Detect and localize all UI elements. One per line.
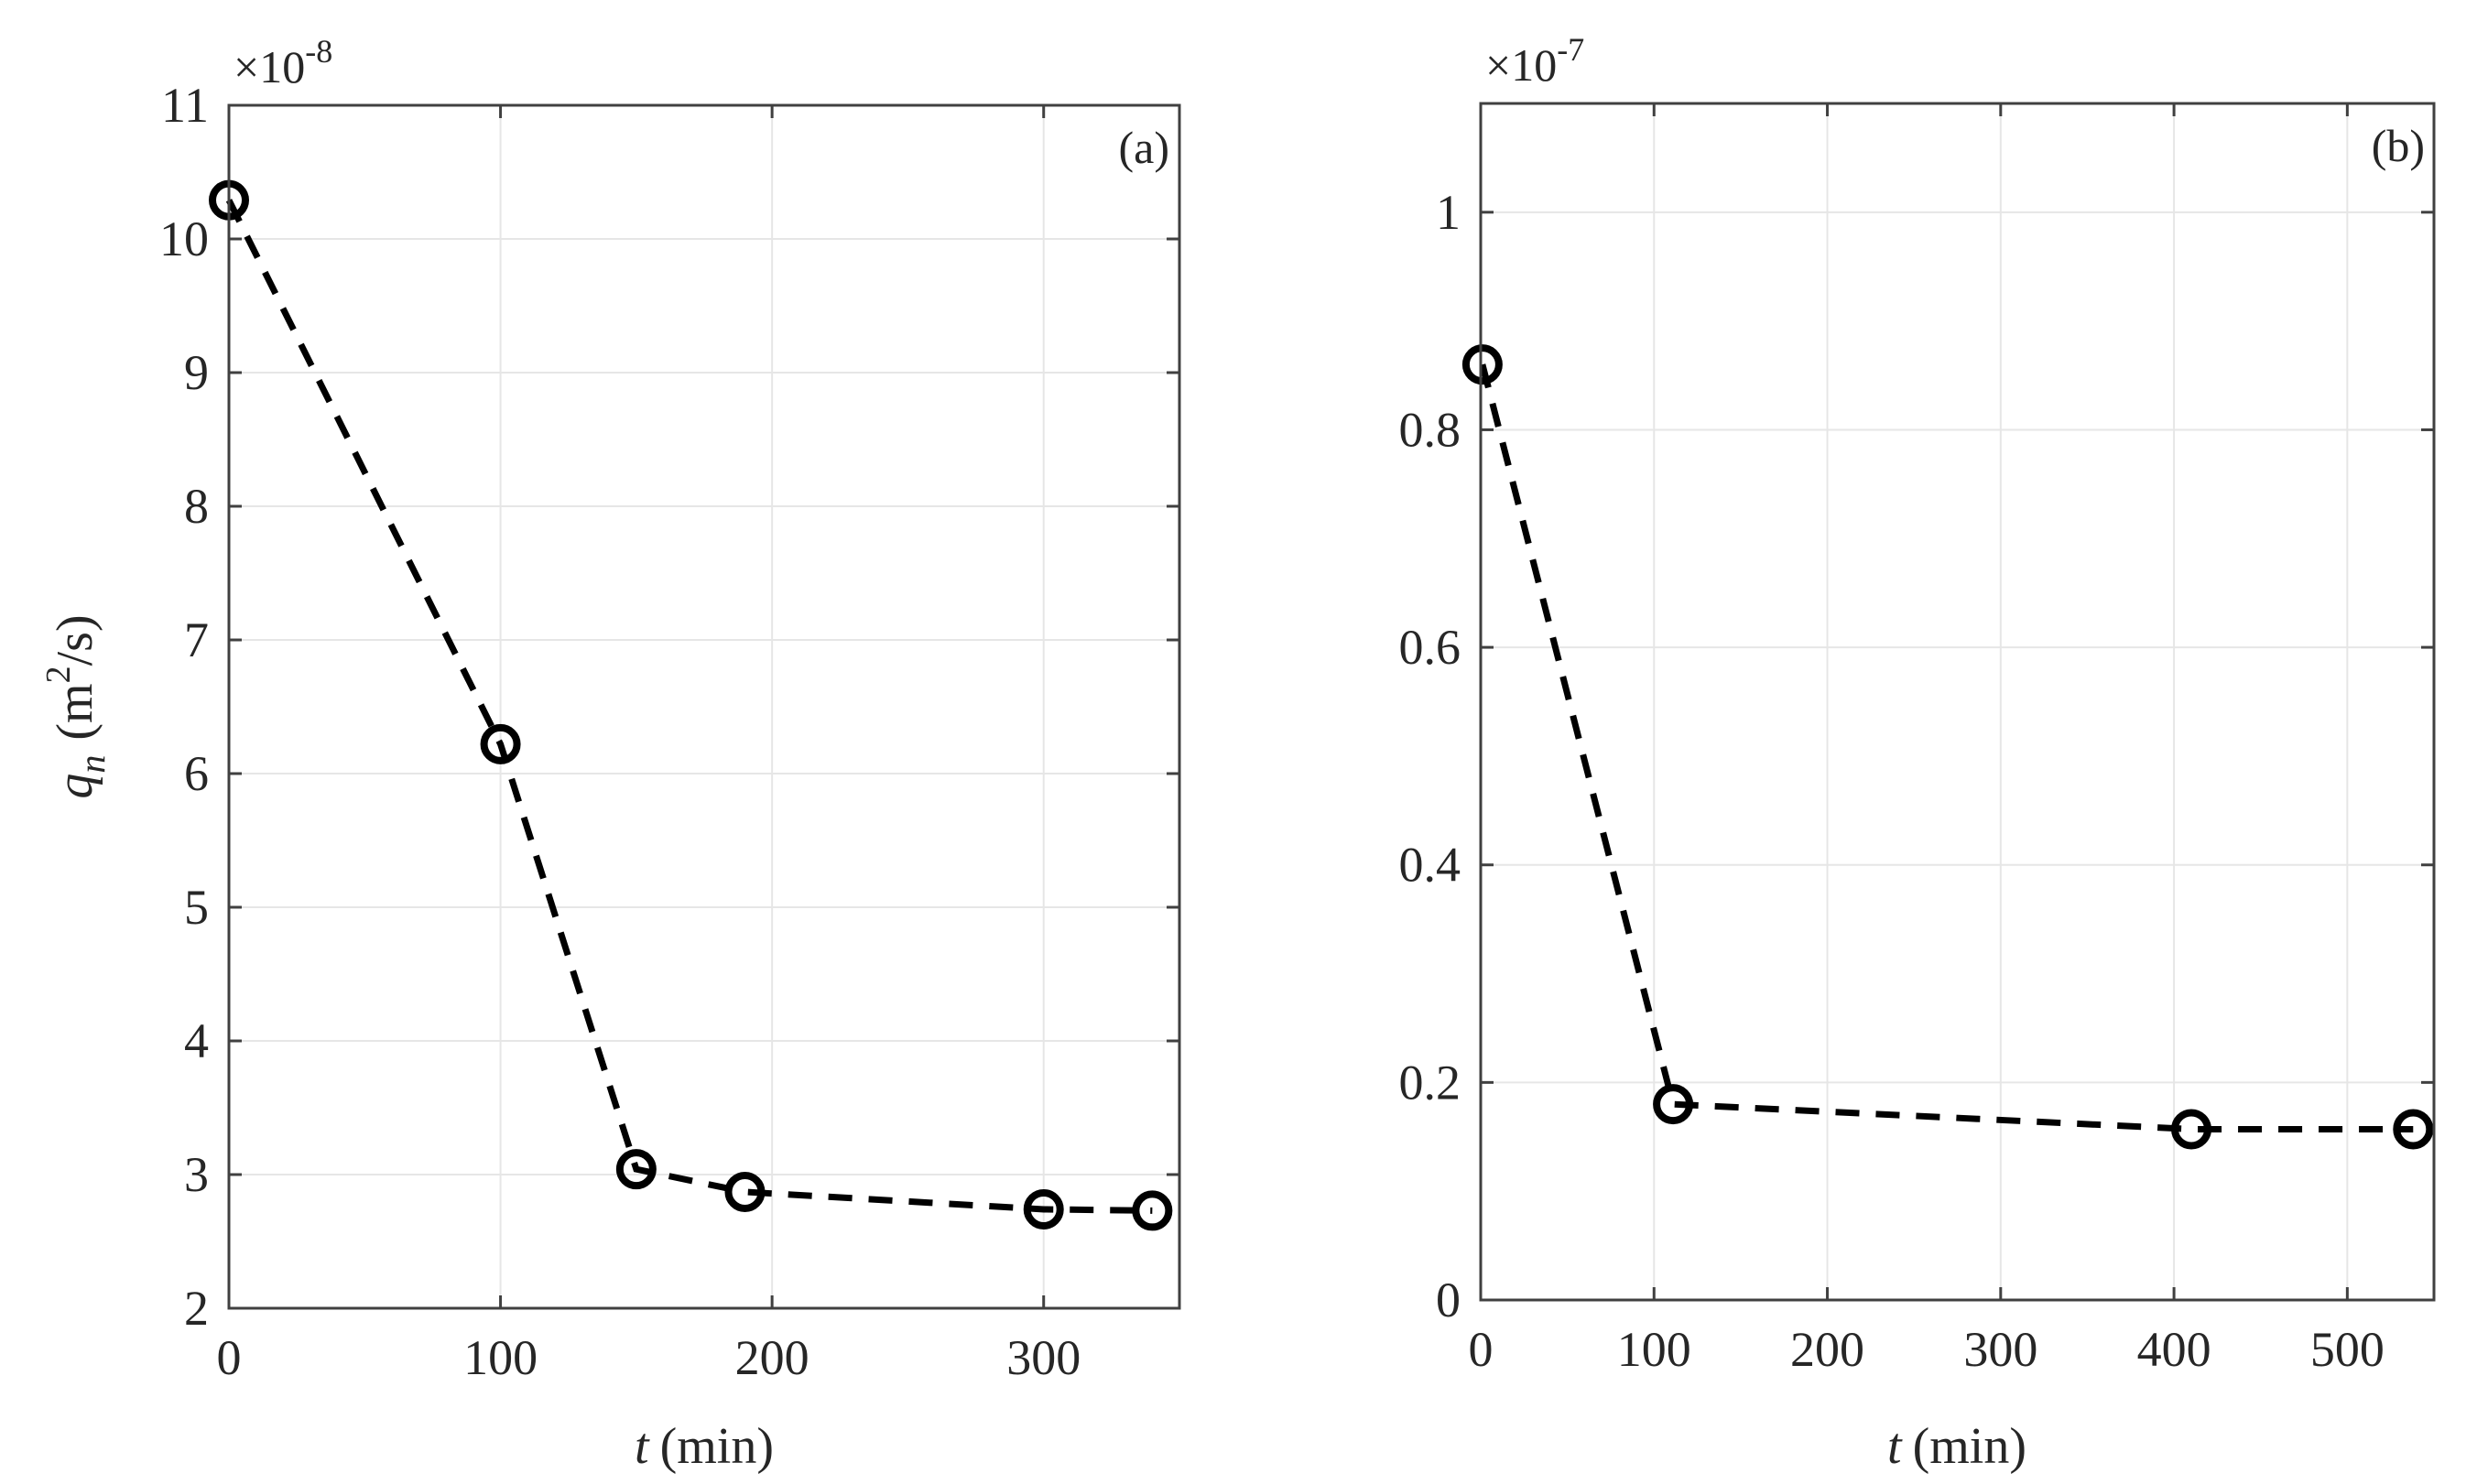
x-tick-label: 300 [1006, 1330, 1081, 1385]
x-tick-label: 0 [1469, 1322, 1494, 1377]
panel-b-xlabel: t (min) [1887, 1418, 2026, 1475]
x-tick-label: 100 [1617, 1322, 1691, 1377]
x-tick-label: 200 [1790, 1322, 1864, 1377]
data-point-marker [2393, 1109, 2434, 1150]
data-point-marker [480, 723, 521, 764]
panel-b-exponent-label: ×10-7 [1485, 31, 1584, 91]
y-tick-label: 10 [159, 211, 209, 266]
panel-a-grid [228, 104, 1179, 1309]
y-tick-label: 11 [161, 78, 209, 133]
panel-a-ylabel: qn(m2/s) [39, 614, 113, 798]
data-point-marker [615, 1149, 657, 1190]
y-tick-label: 8 [184, 479, 209, 534]
axes-box [1479, 102, 2436, 1302]
data-point-marker [1023, 1188, 1064, 1229]
panel-b-label: (b) [2372, 120, 2425, 171]
data-point-marker [2171, 1109, 2212, 1150]
series-line [1479, 363, 2414, 1132]
series-line [225, 199, 1153, 1214]
y-tick-label: 0.4 [1399, 838, 1461, 893]
axes-box [227, 103, 1181, 1310]
panel-b-axes [1479, 102, 2436, 1302]
x-tick-label: 0 [217, 1330, 242, 1385]
data-point-marker [1461, 344, 1503, 385]
y-tick-label: 0 [1436, 1273, 1461, 1327]
data-point-marker [724, 1171, 766, 1212]
panel-a-tick-labels: 0 100 200 300 2 3 4 5 6 7 8 9 10 11 [159, 78, 1081, 1385]
y-tick-label: 4 [184, 1013, 209, 1068]
y-tick-label: 6 [184, 746, 209, 801]
y-tick-label: 9 [184, 345, 209, 400]
y-tick-label: 7 [184, 612, 209, 667]
y-tick-label: 0.2 [1399, 1055, 1461, 1110]
panel-b: 0 100 200 300 400 500 0 0.2 0.4 0.6 0.8 1 ×10-7 (b)… [1399, 31, 2436, 1475]
panel-a-exponent-label: ×10-8 [234, 33, 332, 92]
x-tick-label: 300 [1963, 1322, 2037, 1377]
y-tick-label: 3 [184, 1147, 209, 1202]
panel-a-xlabel: t (min) [635, 1418, 774, 1475]
y-tick-label: 2 [184, 1281, 209, 1336]
y-tick-label: 0.6 [1399, 620, 1461, 675]
data-point-marker [1653, 1084, 1694, 1125]
panel-b-series [1461, 344, 2434, 1150]
panel-a-label: (a) [1119, 122, 1170, 173]
x-tick-label: 500 [2310, 1322, 2385, 1377]
panel-b-tick-labels: 0 100 200 300 400 500 0 0.2 0.4 0.6 0.8 1 [1399, 185, 2385, 1377]
y-tick-label: 1 [1436, 185, 1461, 240]
y-tick-label: 0.8 [1399, 402, 1461, 457]
panel-a-series [209, 179, 1173, 1231]
data-point-marker [1132, 1190, 1173, 1231]
y-tick-label: 5 [184, 880, 209, 935]
x-tick-label: 200 [735, 1330, 809, 1385]
x-tick-label: 400 [2137, 1322, 2211, 1377]
x-tick-label: 100 [463, 1330, 538, 1385]
panel-a-axes [227, 103, 1181, 1310]
